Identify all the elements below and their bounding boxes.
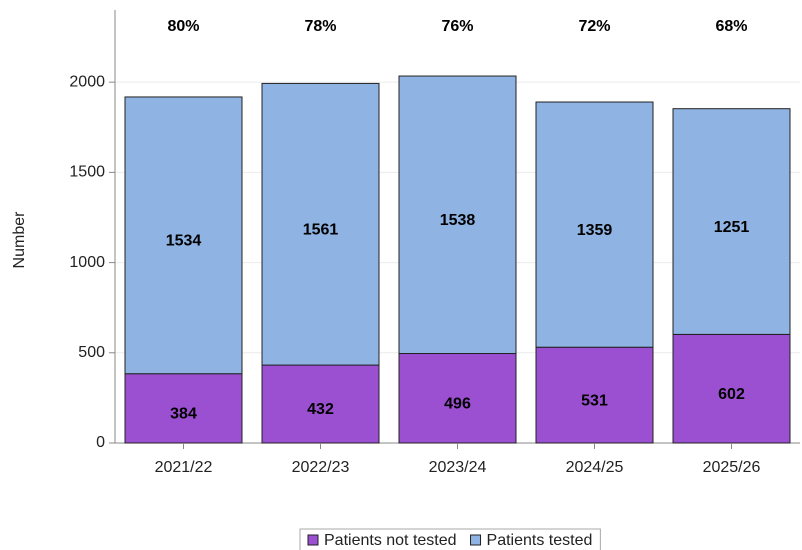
annotation: 78% (304, 18, 336, 35)
data-label: 1251 (714, 219, 750, 236)
legend-box (299, 528, 601, 550)
legend-swatch (470, 534, 482, 546)
y-tick-label: 500 (78, 344, 105, 361)
x-tick-label: 2023/24 (429, 459, 487, 476)
x-tick-label: 2021/22 (155, 459, 213, 476)
legend: Patients not tested Patients tested (299, 528, 601, 550)
data-label: 1359 (577, 222, 613, 239)
x-tick-label: 2022/23 (292, 459, 350, 476)
bar-segment (261, 82, 380, 366)
data-label: 1561 (303, 221, 339, 238)
x-tick-label: 2025/26 (703, 459, 761, 476)
data-label: 384 (170, 406, 197, 423)
legend-swatch (307, 534, 319, 546)
y-tick-label: 1500 (69, 164, 105, 181)
annotation: 76% (441, 18, 473, 35)
data-label: 496 (444, 395, 471, 412)
bar-segment (535, 101, 654, 348)
data-label: 1538 (440, 212, 476, 229)
bar-segment (124, 96, 243, 375)
bar-segment (672, 108, 791, 335)
data-label: 1534 (166, 233, 202, 250)
y-tick-label: 1000 (69, 254, 105, 271)
x-tick-label: 2024/25 (566, 459, 624, 476)
y-axis-label: Number (11, 211, 28, 269)
y-tick-label: 0 (96, 434, 105, 451)
bar-segment (124, 373, 243, 444)
bar-segment (398, 75, 517, 355)
bar-segment (398, 353, 517, 444)
legend-label: Patients not tested (324, 532, 457, 549)
bar-segment (261, 364, 380, 444)
annotation: 72% (578, 18, 610, 35)
data-label: 531 (581, 392, 608, 409)
bar-segment (672, 333, 791, 444)
annotation: 68% (715, 18, 747, 35)
data-label: 432 (307, 401, 334, 418)
annotation: 80% (167, 18, 199, 35)
y-tick-label: 2000 (69, 73, 105, 90)
data-label: 602 (718, 386, 745, 403)
legend-label: Patients tested (487, 532, 593, 549)
